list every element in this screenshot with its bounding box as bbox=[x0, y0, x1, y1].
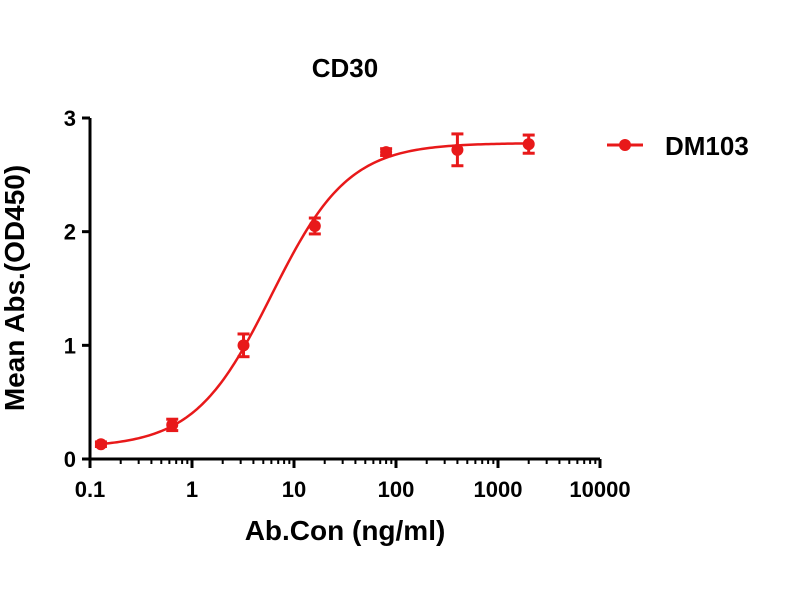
fit-curve bbox=[100, 142, 529, 446]
x-tick-label: 0.1 bbox=[75, 477, 106, 502]
x-tick-label: 1 bbox=[186, 477, 198, 502]
data-point bbox=[308, 219, 321, 232]
x-axis-label: Ab.Con (ng/ml) bbox=[245, 515, 446, 546]
legend-label: DM103 bbox=[665, 131, 749, 161]
data-point bbox=[166, 418, 179, 431]
legend-marker bbox=[619, 139, 631, 151]
data-point bbox=[380, 146, 393, 159]
x-tick-label: 10 bbox=[282, 477, 306, 502]
x-tick-label: 10000 bbox=[569, 477, 630, 502]
y-tick-label: 2 bbox=[64, 220, 76, 245]
y-tick-label: 0 bbox=[64, 447, 76, 472]
x-tick-label: 1000 bbox=[474, 477, 523, 502]
y-tick-label: 3 bbox=[64, 106, 76, 131]
legend: DM103 bbox=[607, 131, 749, 161]
data-point bbox=[451, 143, 464, 156]
chart-title: CD30 bbox=[312, 53, 378, 83]
data-point bbox=[94, 438, 107, 451]
data-points-layer bbox=[94, 132, 535, 451]
data-point bbox=[237, 339, 250, 352]
y-axis-label: Mean Abs.(OD450) bbox=[0, 165, 30, 411]
ticks: 0 1 2 3 0.1 1 10 100 1000 10000 bbox=[64, 106, 631, 502]
y-tick-label: 1 bbox=[64, 333, 76, 358]
x-tick-label: 100 bbox=[378, 477, 415, 502]
fit-curve-layer bbox=[100, 142, 529, 446]
axes bbox=[88, 118, 600, 461]
data-point bbox=[522, 138, 535, 151]
